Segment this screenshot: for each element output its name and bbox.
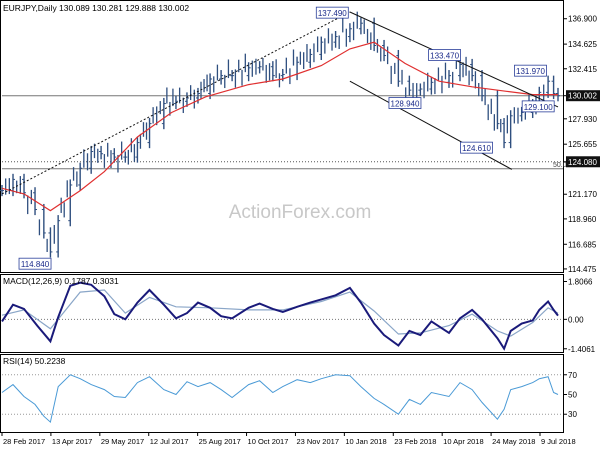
x-tick-label: 10 Apr 2018 bbox=[443, 437, 483, 446]
x-tick-label: 9 Jul 2018 bbox=[541, 437, 576, 446]
x-tick-label: 28 Feb 2017 bbox=[3, 437, 45, 446]
price-axis-tick-label: 130.002 bbox=[568, 92, 597, 101]
price-axis-price-tag bbox=[566, 90, 600, 102]
macd-header: MACD(12,26,9) 0.1787 0.3031 bbox=[3, 276, 119, 286]
price-panel: 50.0 137.490 133.470 131.970 128.940 129.100 1… bbox=[0, 6, 600, 274]
fib-label: 50.0 bbox=[553, 162, 567, 169]
rsi-header: RSI(14) 50.2238 bbox=[3, 356, 66, 366]
rsi-axis-tick-label: 30 bbox=[568, 410, 577, 419]
annotation-label: 137.490 bbox=[318, 9, 347, 18]
x-tick-label: 10 Jan 2018 bbox=[345, 437, 386, 446]
x-tick-label: 23 Feb 2018 bbox=[394, 437, 436, 446]
rsi-line bbox=[1, 374, 559, 424]
price-axis-price-tag bbox=[566, 156, 600, 168]
x-tick-label: 10 Oct 2017 bbox=[248, 437, 289, 446]
rsi-panel-frame bbox=[0, 354, 564, 433]
rsi-panel: 70 50 30 bbox=[1, 371, 577, 424]
macd-axis-tick-label: -1.4061 bbox=[568, 345, 596, 354]
ma-line bbox=[1, 41, 558, 212]
price-axis-tick-label: 134.625 bbox=[568, 40, 597, 49]
price-axis-tick-label: 114.475 bbox=[568, 265, 597, 274]
x-axis: 28 Feb 2017 13 Apr 2017 29 May 2017 12 Jul … bbox=[1, 432, 576, 446]
annotation-label: 129.100 bbox=[524, 103, 553, 112]
price-axis-tick-label: 132.415 bbox=[568, 65, 597, 74]
annotation-box bbox=[514, 64, 547, 77]
x-tick-label: 12 Jul 2017 bbox=[150, 437, 189, 446]
macd-main-line bbox=[1, 281, 559, 351]
annotation-box bbox=[521, 100, 555, 113]
annotation-box bbox=[460, 141, 493, 154]
x-tick-label: 29 May 2017 bbox=[101, 437, 144, 446]
annotation-box bbox=[428, 49, 461, 61]
annotation-box bbox=[315, 6, 349, 19]
x-tick-label: 13 Apr 2017 bbox=[52, 437, 92, 446]
price-axis-tick-label: 124.080 bbox=[568, 158, 597, 167]
macd-axis-tick-label: 0.00 bbox=[568, 315, 584, 324]
channel-lower-line bbox=[349, 80, 513, 170]
annotation-box bbox=[18, 257, 52, 270]
annotation-label: 133.470 bbox=[430, 52, 459, 61]
rsi-axis-tick-label: 50 bbox=[568, 390, 577, 399]
price-panel-frame bbox=[0, 0, 564, 273]
x-tick-label: 24 May 2018 bbox=[492, 437, 535, 446]
macd-signal-line bbox=[1, 289, 559, 337]
watermark: ActionForex.com bbox=[229, 202, 372, 223]
rising-trendline bbox=[1, 11, 351, 195]
annotation-label: 128.940 bbox=[391, 100, 420, 109]
macd-axis-tick-label: 1.8066 bbox=[568, 278, 593, 287]
x-tick-label: 25 Aug 2017 bbox=[199, 437, 241, 446]
price-axis-tick-label: 125.655 bbox=[568, 140, 597, 149]
annotation-label: 124.610 bbox=[462, 144, 491, 153]
annotation-label: 131.970 bbox=[516, 67, 545, 76]
price-axis-tick-label: 127.930 bbox=[568, 115, 597, 124]
annotation-box bbox=[388, 97, 422, 109]
rsi-axis-tick-label: 70 bbox=[568, 371, 577, 380]
price-axis-tick-label: 118.960 bbox=[568, 215, 597, 224]
price-axis-tick-label: 121.170 bbox=[568, 190, 597, 199]
x-tick-label: 23 Nov 2017 bbox=[296, 437, 339, 446]
macd-panel-frame bbox=[0, 274, 564, 353]
price-axis-tick-label: 136.900 bbox=[568, 15, 597, 24]
macd-panel: 1.8066 0.00 -1.4061 bbox=[1, 278, 596, 354]
annotation-label: 114.840 bbox=[21, 260, 50, 269]
symbol-header: EURJPY,Daily 130.089 130.281 129.888 130… bbox=[3, 3, 189, 13]
price-axis-tick-label: 116.685 bbox=[568, 240, 597, 249]
